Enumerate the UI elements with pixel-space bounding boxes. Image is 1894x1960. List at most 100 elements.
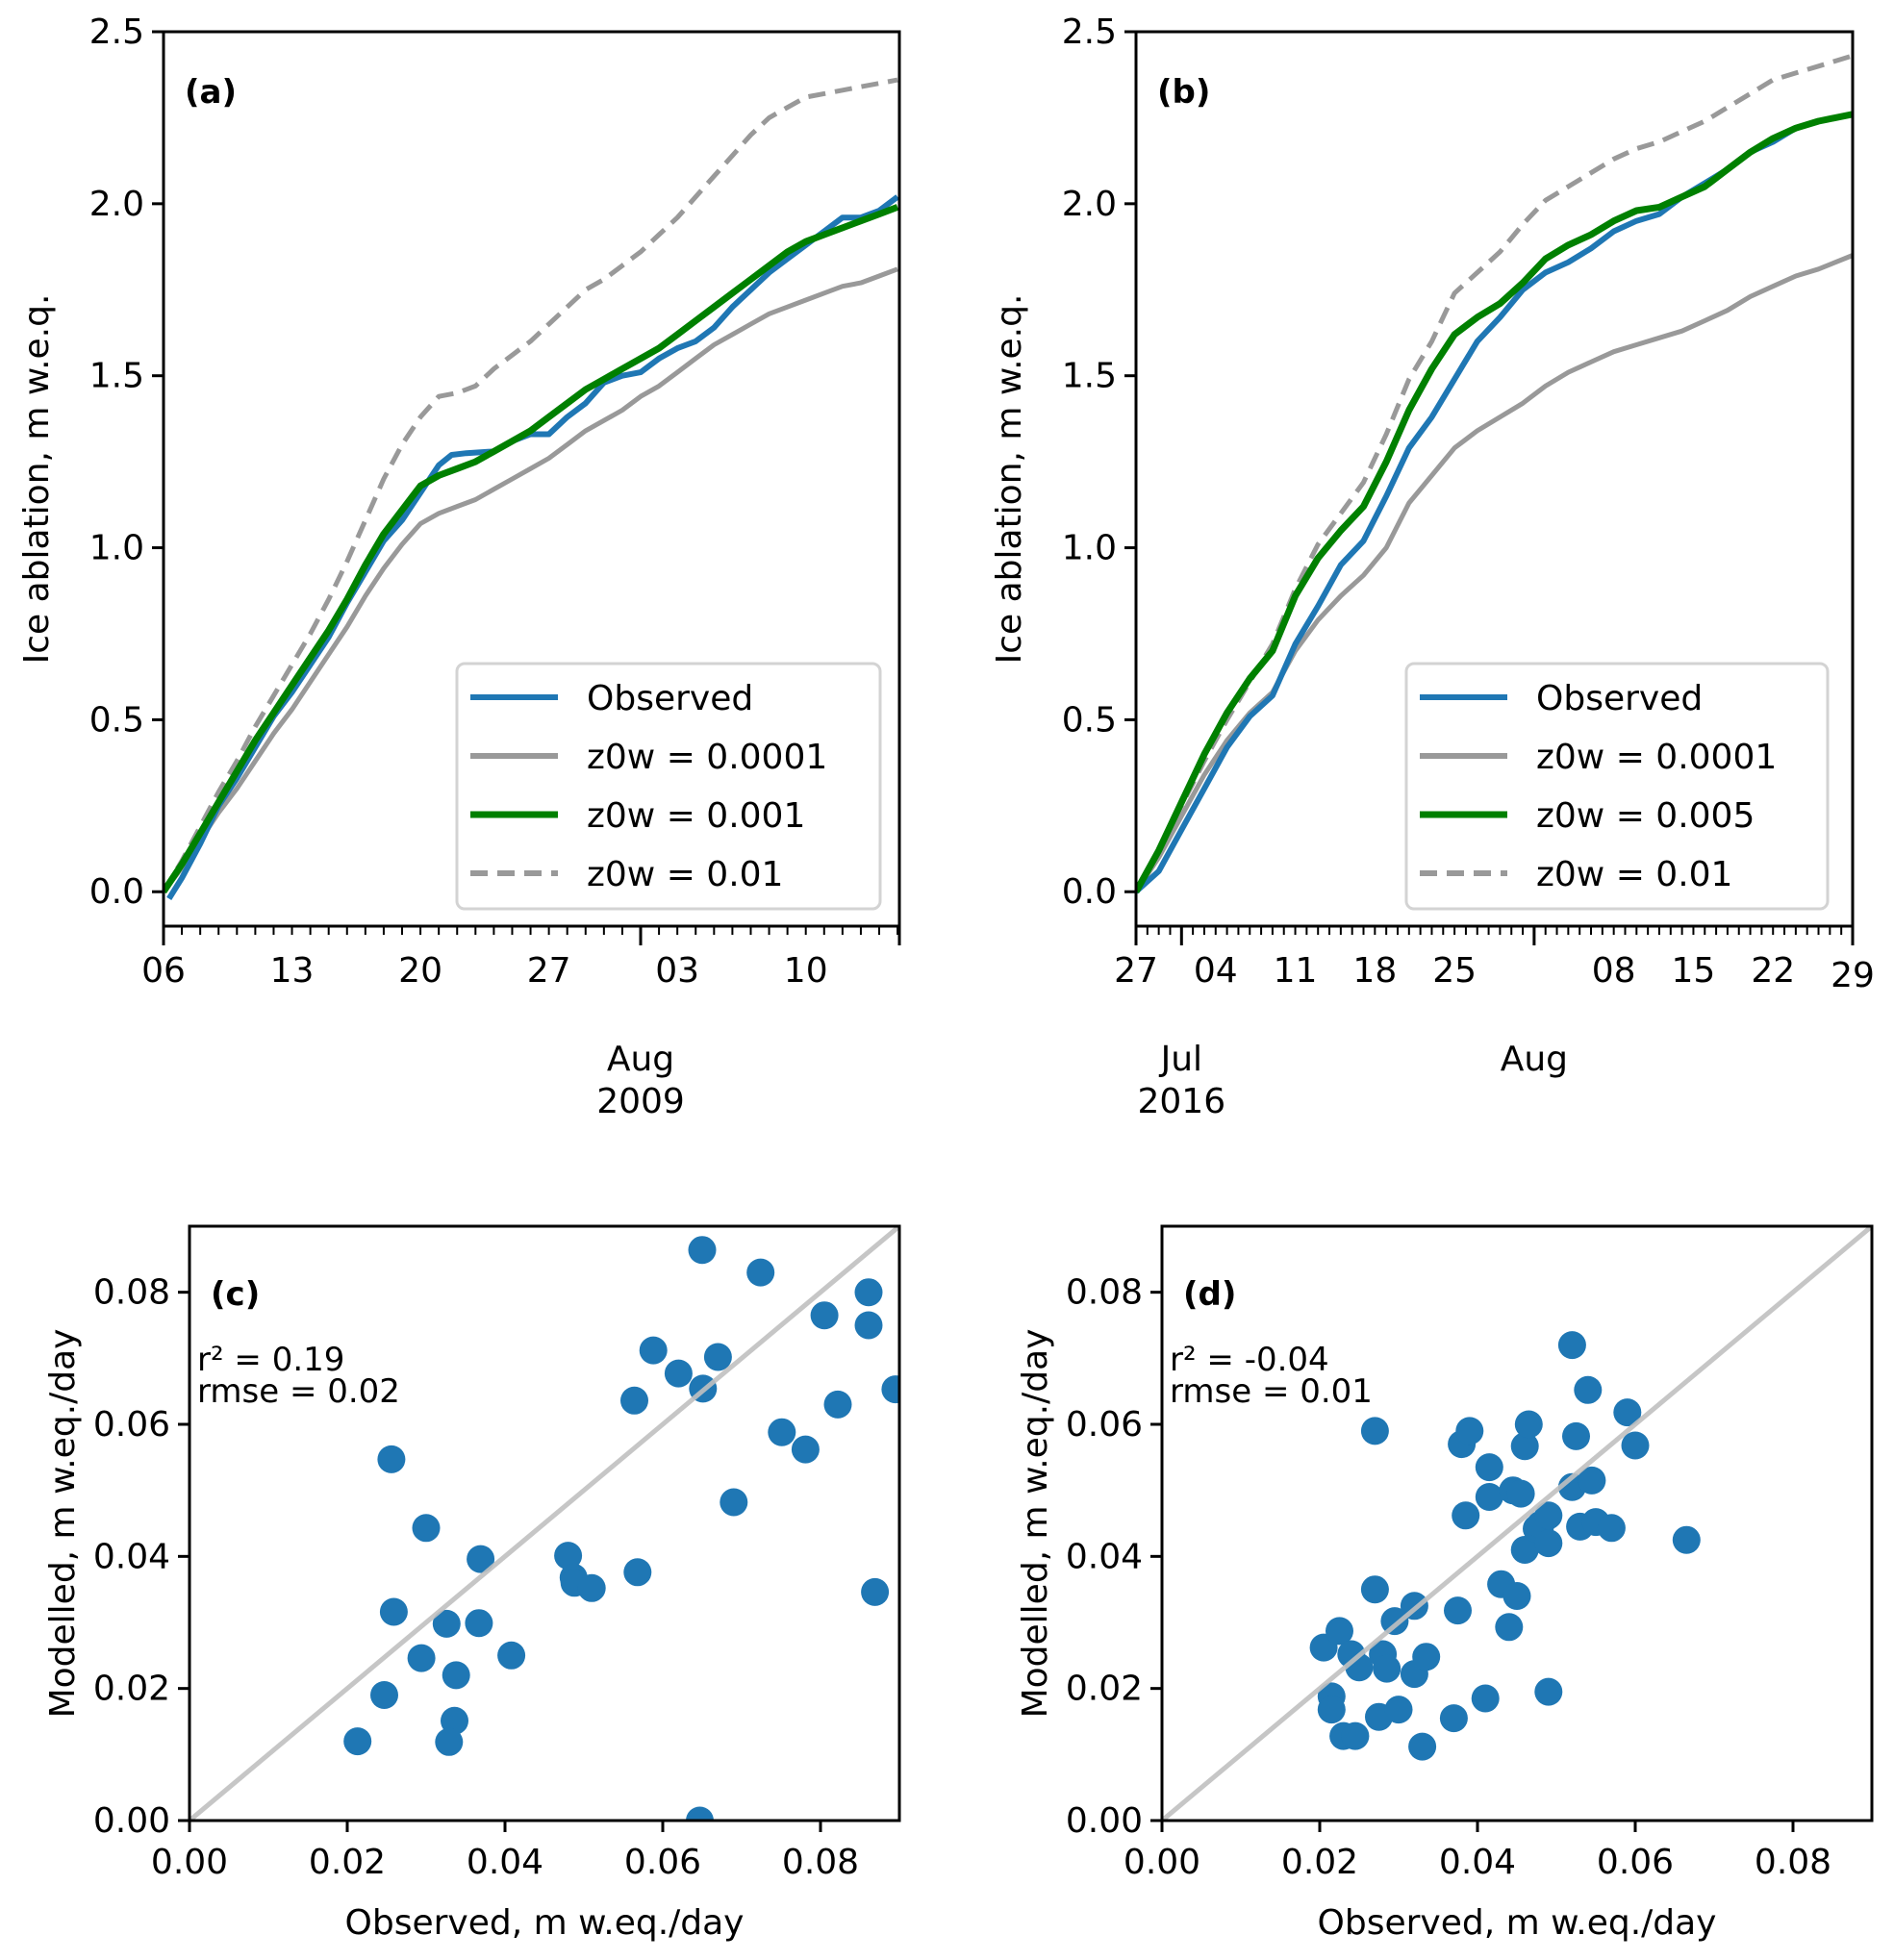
- scatter-point: [407, 1644, 436, 1672]
- y-tick-label: 0.08: [93, 1273, 170, 1313]
- scatter-point: [1439, 1704, 1468, 1733]
- x-tick-label: 27: [1114, 951, 1158, 991]
- series-line-z0w-0-001: [164, 204, 899, 894]
- scatter-point: [686, 1806, 714, 1821]
- panel-c-y-ticks: 0.00 0.02 0.04 0.06 0.08: [93, 1273, 189, 1841]
- series-line-z0w-0-005: [1136, 111, 1853, 893]
- month-label: Aug: [607, 1040, 674, 1079]
- legend-entry-label: z0w = 0.0001: [587, 738, 827, 777]
- scatter-point: [1506, 1479, 1535, 1508]
- scatter-point: [1503, 1582, 1531, 1610]
- scatter-point: [467, 1545, 495, 1573]
- scatter-point: [1672, 1525, 1701, 1554]
- scatter-point: [620, 1386, 648, 1415]
- x-tick-label: 0.06: [1597, 1843, 1674, 1882]
- panel-c-rmse-annotation: rmse = 0.02: [197, 1372, 400, 1411]
- scatter-point: [854, 1311, 883, 1340]
- panel-c-x-axis-label: Observed, m w.eq./day: [345, 1903, 745, 1943]
- y-tick-label: 0.0: [89, 872, 144, 912]
- y-tick-label: 0.00: [1066, 1801, 1143, 1841]
- panel-b-y-ticks: 0.0 0.5 1.0 1.5 2.0 2.5: [1062, 13, 1136, 912]
- scatter-point: [1408, 1732, 1437, 1761]
- y-tick-label: 1.0: [1062, 529, 1117, 568]
- panel-d-tag: (d): [1183, 1275, 1236, 1314]
- panel-b-series-layer: [1136, 53, 1853, 894]
- scatter-point: [441, 1706, 468, 1735]
- legend-entry-label: z0w = 0.01: [587, 855, 783, 894]
- scatter-point: [1384, 1696, 1413, 1724]
- scatter-point: [1412, 1643, 1441, 1671]
- x-tick-label: 13: [270, 951, 315, 991]
- scatter-point: [1455, 1417, 1484, 1445]
- x-tick-label: 0.00: [151, 1843, 228, 1882]
- legend-entry-label: z0w = 0.0001: [1536, 738, 1777, 777]
- scatter-point: [435, 1727, 464, 1756]
- scatter-point: [768, 1418, 796, 1446]
- legend-entry-label: z0w = 0.005: [1536, 796, 1755, 836]
- scatter-point: [854, 1278, 883, 1307]
- panel-c-axes-frame: [188, 1224, 901, 1822]
- panel-d-x-axis-label: Observed, m w.eq./day: [1318, 1903, 1717, 1943]
- panel-a-legend: Observed z0w = 0.0001 z0w = 0.001 z0w = 0.0…: [455, 662, 882, 911]
- panel-b-ablation-2016: 0.0 0.5 1.0 1.5 2.0 2.5 27 04 11 18 25 08 15 22 29 Ic…: [990, 13, 1875, 1121]
- x-tick-label: 15: [1672, 951, 1716, 991]
- panel-a-x-ticks: 06 13 20 27 03 10: [141, 926, 901, 991]
- scatter-point: [1534, 1529, 1563, 1558]
- y-tick-label: 0.5: [1062, 700, 1117, 740]
- series-line-z0w-0-01: [164, 77, 898, 893]
- scatter-point: [442, 1661, 470, 1690]
- scatter-point: [554, 1542, 583, 1571]
- panel-c-y-axis-label: Modelled, m w.eq./day: [43, 1329, 83, 1719]
- panel-b-x-ticks: 27 04 11 18 25 08 15 22 29: [1114, 926, 1875, 995]
- panel-c-r2-annotation: r² = 0.19: [197, 1341, 344, 1379]
- panel-c-points-layer: [189, 1226, 899, 1821]
- identity-line: [189, 1226, 899, 1821]
- y-tick-label: 2.5: [1062, 13, 1117, 52]
- y-tick-label: 0.08: [1066, 1273, 1143, 1313]
- x-tick-label: 27: [527, 951, 571, 991]
- scatter-point: [432, 1609, 461, 1638]
- x-tick-label: 11: [1274, 951, 1318, 991]
- series-line-z0w-0-0001: [164, 266, 898, 893]
- panel-d-x-ticks: 0.00 0.02 0.04 0.06 0.08: [1124, 1821, 1831, 1882]
- panel-a-ablation-2009: 0.0 0.5 1.0 1.5 2.0 2.5 06 13 20 27 03 10 Ice abla…: [17, 13, 901, 1121]
- x-tick-label: 0.04: [467, 1843, 543, 1882]
- scatter-point: [1578, 1466, 1606, 1495]
- panel-b-y-axis-label: Ice ablation, m w.e.q.: [990, 294, 1029, 665]
- scatter-point: [1510, 1536, 1539, 1564]
- scatter-point: [1557, 1331, 1586, 1360]
- identity-line: [1162, 1226, 1872, 1821]
- y-tick-label: 0.04: [1066, 1537, 1143, 1576]
- panel-d-rmse-annotation: rmse = 0.01: [1170, 1372, 1373, 1411]
- y-tick-label: 1.0: [89, 529, 144, 568]
- y-tick-label: 2.0: [1062, 185, 1117, 224]
- scatter-point: [720, 1488, 748, 1517]
- scatter-point: [1341, 1721, 1370, 1750]
- scatter-point: [1475, 1483, 1503, 1511]
- month-label: Aug: [1501, 1040, 1568, 1079]
- y-tick-label: 0.06: [93, 1405, 170, 1445]
- scatter-point: [791, 1435, 820, 1464]
- scatter-point: [688, 1236, 717, 1265]
- x-tick-label: 04: [1194, 951, 1238, 991]
- panel-a-y-axis-label: Ice ablation, m w.e.q.: [17, 294, 57, 665]
- scatter-point: [1452, 1501, 1480, 1530]
- panel-c-tag: (c): [211, 1275, 260, 1314]
- x-tick-label: 0.08: [1755, 1843, 1831, 1882]
- x-tick-label: 0.06: [624, 1843, 701, 1882]
- x-tick-label: 0.02: [309, 1843, 386, 1882]
- legend-box: [455, 662, 882, 911]
- legend-entry-label: z0w = 0.001: [587, 796, 805, 836]
- scatter-point: [377, 1445, 406, 1473]
- y-tick-label: 2.5: [89, 13, 144, 52]
- y-tick-label: 0.06: [1066, 1405, 1143, 1445]
- scatter-point: [412, 1514, 441, 1543]
- scatter-point: [1373, 1654, 1402, 1683]
- y-tick-label: 2.0: [89, 185, 144, 224]
- panel-b-tag: (b): [1157, 73, 1210, 112]
- legend-entry-label: Observed: [1536, 679, 1703, 718]
- scatter-point: [1562, 1421, 1590, 1450]
- x-tick-label: 10: [784, 951, 828, 991]
